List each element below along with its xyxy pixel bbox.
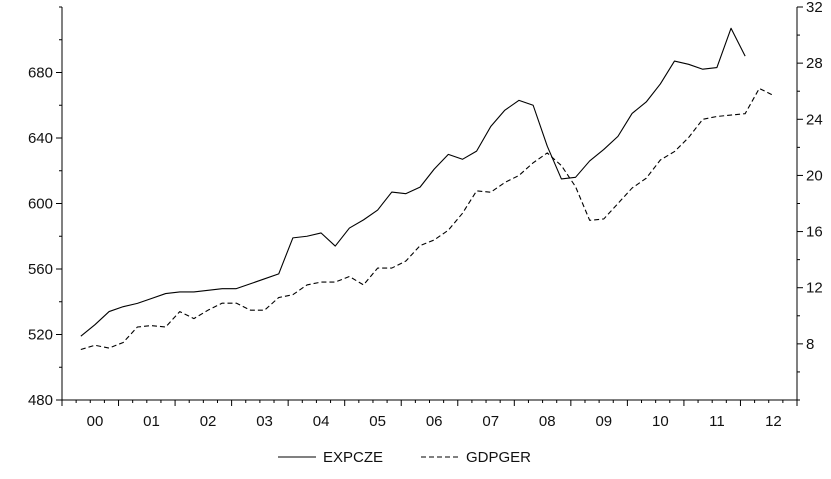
right-y-tick-label: 28 [806,55,823,72]
x-tick-label: 07 [482,413,499,430]
right-y-tick-label: 8 [806,336,814,353]
x-tick-label: 02 [200,413,217,430]
left-y-tick-label: 600 [28,196,53,213]
series-line-expcze [80,27,746,337]
left-y-tick-label: 520 [28,327,53,344]
x-tick-label: 06 [426,413,443,430]
left-y-tick-label: 680 [28,65,53,82]
x-tick-label: 08 [539,413,556,430]
left-y-tick-label: 560 [28,261,53,278]
legend-label-gdpger: GDPGER [466,449,531,466]
x-tick-label: 00 [87,413,104,430]
x-tick-label: 10 [652,413,669,430]
left-y-tick-label: 480 [28,392,53,409]
x-tick-label: 01 [143,413,160,430]
right-y-tick-label: 32 [806,0,823,16]
right-y-tick-label: 12 [806,280,823,297]
x-tick-label: 03 [256,413,273,430]
legend: EXPCZE GDPGER [278,449,531,466]
x-tick-label: 04 [313,413,330,430]
right-y-tick-label: 16 [806,224,823,241]
left-y-tick-label: 640 [28,130,53,147]
tick-labels: 480 520 560 600 640 680 8 12 16 20 24 28 32 00 01 02 03 0… [28,0,823,430]
x-tick-label: 09 [595,413,612,430]
x-tick-label: 11 [709,413,725,430]
legend-label-expcze: EXPCZE [323,449,383,466]
x-tick-label: 05 [369,413,386,430]
series-lines [80,27,774,350]
right-y-tick-label: 20 [806,167,823,184]
axes [56,6,803,406]
x-tick-label: 12 [765,413,782,430]
series-line-gdpger [80,87,774,350]
right-y-tick-label: 24 [806,111,823,128]
